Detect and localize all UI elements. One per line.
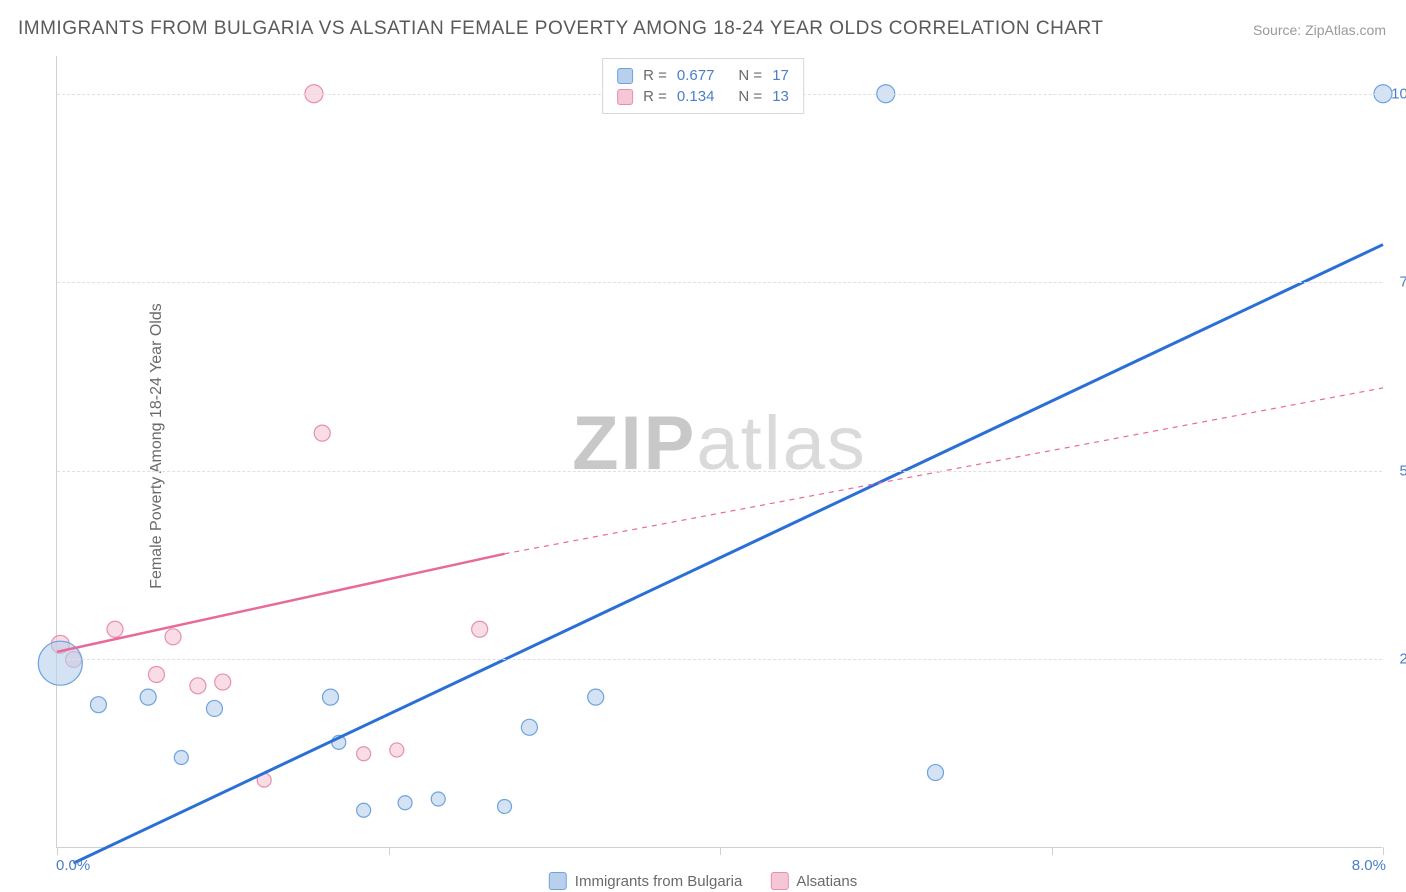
n-value-1: 17: [772, 67, 789, 84]
chart-title: IMMIGRANTS FROM BULGARIA VS ALSATIAN FEM…: [18, 18, 1103, 40]
r-value-2: 0.134: [677, 88, 715, 105]
y-tick-label: 100.0%: [1387, 85, 1406, 102]
legend-label-series2: Alsatians: [796, 873, 857, 890]
x-tick: [57, 847, 58, 855]
chart-svg: [57, 56, 1382, 847]
y-tick-label: 50.0%: [1387, 462, 1406, 479]
swatch-series2-bottom: [770, 872, 788, 890]
gridline: [57, 659, 1382, 660]
y-tick-label: 25.0%: [1387, 651, 1406, 668]
plot-area: ZIPatlas 25.0%50.0%75.0%100.0%: [56, 56, 1382, 848]
x-tick: [1383, 847, 1384, 855]
r-value-1: 0.677: [677, 67, 715, 84]
bottom-legend: Immigrants from Bulgaria Alsatians: [549, 872, 857, 890]
r-label-1: R =: [643, 67, 667, 84]
legend-row-series2: R = 0.134 N = 13: [617, 86, 789, 107]
n-label-1: N =: [738, 67, 762, 84]
r-label-2: R =: [643, 88, 667, 105]
swatch-series1-bottom: [549, 872, 567, 890]
legend-row-series1: R = 0.677 N = 17: [617, 65, 789, 86]
y-tick-label: 75.0%: [1387, 274, 1406, 291]
gridline: [57, 471, 1382, 472]
n-value-2: 13: [772, 88, 789, 105]
correlation-legend: R = 0.677 N = 17 R = 0.134 N = 13: [602, 58, 804, 114]
x-tick-label-min: 0.0%: [56, 857, 90, 874]
legend-label-series1: Immigrants from Bulgaria: [575, 873, 743, 890]
legend-item-series1: Immigrants from Bulgaria: [549, 872, 743, 890]
x-tick: [720, 847, 721, 855]
swatch-series2: [617, 89, 633, 105]
x-tick-label-max: 8.0%: [1352, 857, 1386, 874]
x-tick: [389, 847, 390, 855]
gridline: [57, 282, 1382, 283]
n-label-2: N =: [738, 88, 762, 105]
x-tick: [1052, 847, 1053, 855]
legend-item-series2: Alsatians: [770, 872, 857, 890]
source-label: Source: ZipAtlas.com: [1253, 22, 1386, 38]
swatch-series1: [617, 68, 633, 84]
